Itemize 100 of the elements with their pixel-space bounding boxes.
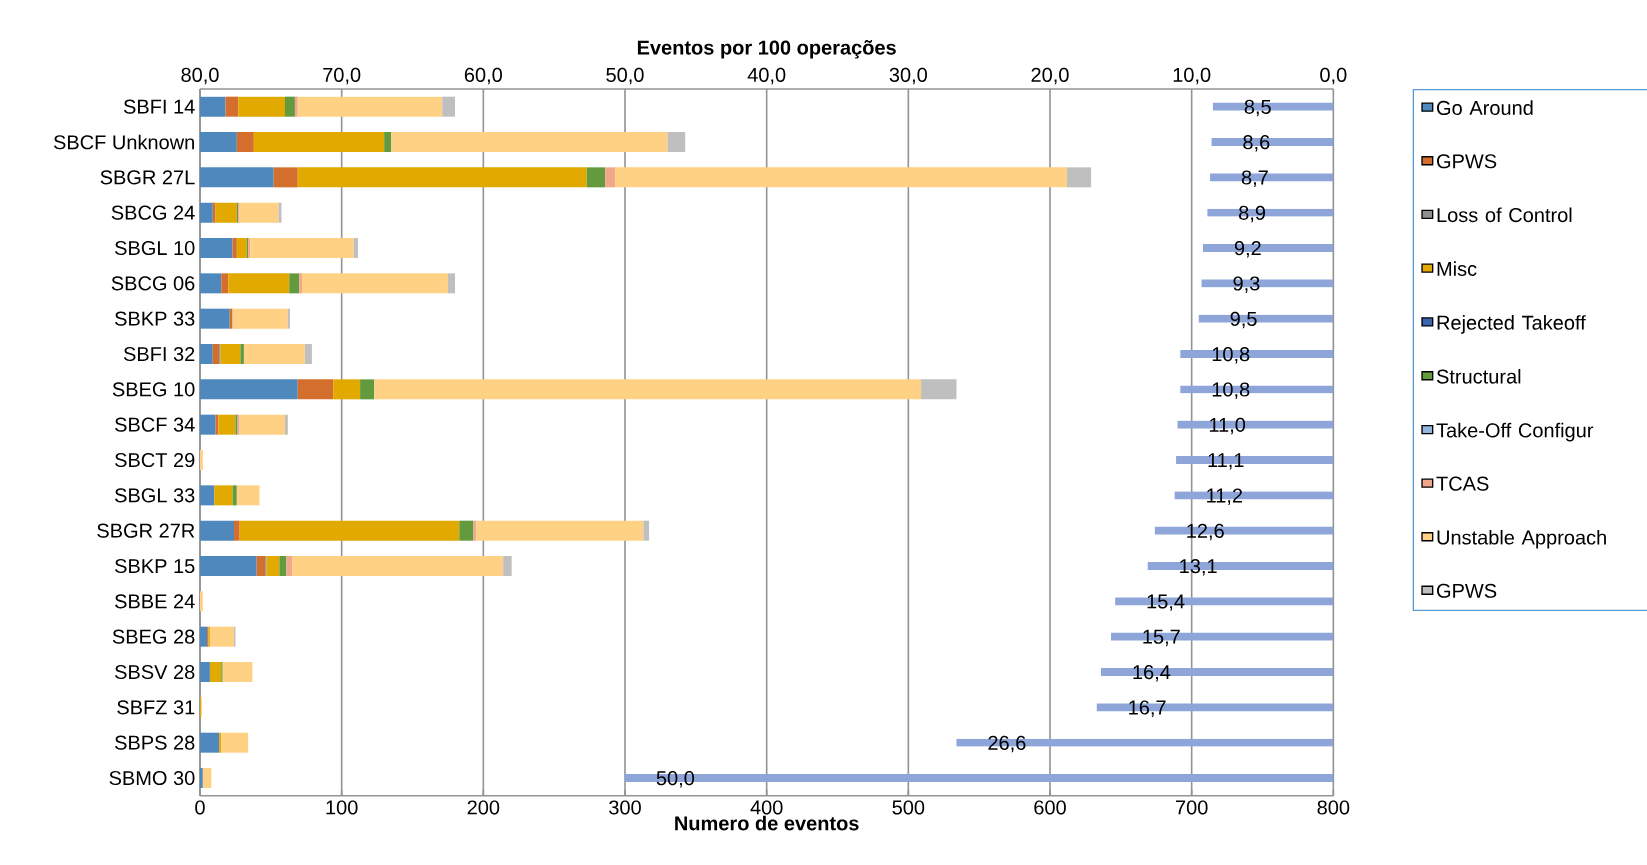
bar [232,308,288,329]
legend-label: Go Around [1437,100,1533,116]
bar [605,167,616,188]
bar [287,308,290,329]
legend-label: Take-Off Configur [1436,422,1594,442]
x-tick-label: 70,0 [323,67,361,85]
bar [200,344,213,365]
bar [200,96,226,117]
bar [240,344,244,365]
y-tick-label: SBCT 29 [115,452,195,468]
y-tick-label: SBGR 27L [100,170,195,185]
bar [304,344,312,365]
bar [200,520,234,541]
x-tick-label: 20,0 [1031,67,1069,85]
bar [333,379,361,400]
bar [225,96,239,117]
data-label: 11,0 [1209,417,1246,435]
bar [236,238,247,259]
data-label: 10,8 [1212,382,1250,399]
bar [239,520,460,541]
bar [266,556,280,577]
data-label: 13,1 [1180,559,1217,576]
data-label: 10,8 [1212,347,1250,364]
bar [285,414,288,435]
y-tick-label: SBGR 27R [97,523,195,538]
data-label: 16,4 [1133,665,1171,682]
bar [200,379,298,400]
y-tick-label: SBSV 28 [115,664,195,680]
legend-label: Rejected Takeoff [1437,315,1586,334]
x-tick-label: 10,0 [1173,67,1211,85]
bar [222,662,253,683]
x-tick-label: 200 [467,800,500,815]
y-tick-label: SBFI 14 [123,99,195,114]
bar [294,96,298,117]
data-label: 11,1 [1208,453,1244,470]
legend-label: Unstable Approach [1437,529,1606,549]
x-tick-label: 400 [750,800,783,815]
bar [215,202,237,223]
bar [236,485,260,506]
bar [221,732,249,753]
bar [200,273,222,294]
bar [232,485,237,506]
data-label: 15,4 [1147,594,1185,611]
x-tick-label: 300 [609,800,641,815]
x-tick-label: 30,0 [889,67,927,85]
bar [200,556,257,577]
bar [391,132,668,152]
bar [250,238,354,259]
bar [253,132,385,152]
bar [279,556,287,577]
bar [442,96,455,117]
x-tick-label: 0,0 [1320,67,1347,85]
y-tick-label: SBEG 10 [112,382,195,397]
bar [238,96,285,117]
data-label: 12,6 [1187,523,1224,541]
bar [447,273,455,294]
x-tick-label: 800 [1317,800,1350,815]
bar [202,768,212,789]
bar [220,344,241,365]
y-tick-label: SBCG 06 [111,276,195,291]
bar [200,768,203,789]
bar [297,379,334,400]
bar [239,202,279,223]
bar [302,273,448,294]
legend-label: Loss of Control [1437,207,1572,223]
data-label: 9,2 [1234,241,1261,258]
y-tick-label: SBGL 10 [115,240,195,256]
bar [200,238,233,259]
y-tick-label: SBBE 24 [115,594,195,609]
x-tick-label: 600 [1034,800,1066,815]
bar [218,414,236,435]
bar [503,556,512,577]
bar [200,662,210,683]
bar [234,520,240,541]
y-tick-label: SBPS 28 [115,735,195,750]
data-label: 26,6 [988,735,1026,753]
data-label: 9,3 [1233,276,1260,293]
bar [214,485,233,506]
y-tick-label: SBCF 34 [115,417,195,432]
bar [353,238,358,259]
bar [232,238,237,259]
y-tick-label: SBFI 32 [123,346,195,362]
bar [200,202,213,223]
bar [200,732,220,753]
y-tick-label: SBGL 33 [115,488,195,503]
x-tick-label: 0 [195,800,205,815]
data-label: 15,7 [1143,629,1180,647]
bar [374,379,922,400]
bar [476,520,644,541]
x-tick-label: 500 [892,800,925,815]
bar [297,167,587,188]
bar [586,167,606,188]
y-tick-label: SBCG 24 [111,205,195,220]
x-tick-label: 60,0 [464,67,502,85]
bar [643,520,650,541]
bar [473,520,477,541]
bar [209,662,222,683]
bar [200,591,203,612]
bar [200,132,237,152]
data-label: 9,5 [1230,311,1257,329]
